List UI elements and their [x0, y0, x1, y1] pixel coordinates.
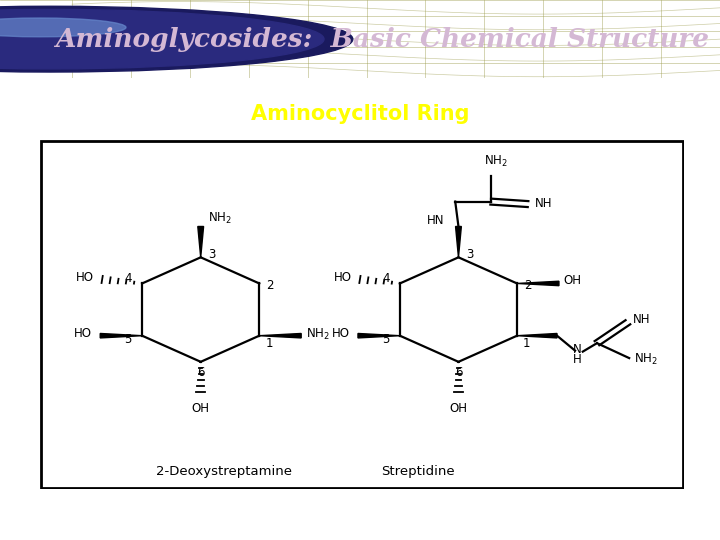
Text: NH$_2$: NH$_2$ — [484, 154, 508, 169]
Text: 2: 2 — [266, 279, 274, 293]
Text: HO: HO — [333, 271, 351, 284]
Text: 2-Deoxystreptamine: 2-Deoxystreptamine — [156, 465, 292, 478]
Text: NH$_2$: NH$_2$ — [208, 211, 233, 226]
Text: NH: NH — [534, 197, 552, 210]
Polygon shape — [100, 334, 142, 338]
Text: HO: HO — [74, 327, 92, 340]
Text: NH$_2$: NH$_2$ — [634, 352, 658, 367]
Polygon shape — [517, 281, 559, 286]
Text: H: H — [573, 353, 582, 366]
Polygon shape — [358, 334, 400, 338]
Text: OH: OH — [192, 402, 210, 415]
Text: 1: 1 — [523, 336, 531, 350]
Text: Streptidine: Streptidine — [381, 465, 455, 478]
Text: 6: 6 — [197, 366, 204, 379]
Text: OH: OH — [564, 274, 582, 287]
Text: HO: HO — [76, 271, 94, 284]
Circle shape — [0, 18, 126, 37]
Text: 3: 3 — [466, 248, 473, 261]
Text: 6: 6 — [455, 366, 462, 379]
Text: HN: HN — [427, 214, 444, 227]
Polygon shape — [198, 226, 204, 258]
Text: Aminocyclitol Ring: Aminocyclitol Ring — [251, 104, 469, 124]
Text: NH$_2$: NH$_2$ — [306, 327, 330, 342]
Text: 5: 5 — [382, 333, 390, 346]
Text: NH: NH — [633, 313, 651, 326]
Text: 4: 4 — [124, 272, 132, 285]
Text: OH: OH — [449, 402, 467, 415]
Text: 3: 3 — [208, 248, 215, 261]
Circle shape — [0, 9, 324, 69]
Text: HO: HO — [332, 327, 350, 340]
Polygon shape — [456, 226, 462, 258]
Polygon shape — [259, 334, 301, 338]
Text: 2: 2 — [524, 279, 532, 293]
Text: 5: 5 — [125, 333, 132, 346]
Text: 1: 1 — [265, 336, 273, 350]
Circle shape — [0, 6, 353, 72]
Text: Aminoglycosides:  Basic Chemical Structure: Aminoglycosides: Basic Chemical Structur… — [55, 26, 708, 52]
Polygon shape — [517, 334, 557, 338]
Text: 4: 4 — [382, 272, 390, 285]
Text: N: N — [573, 343, 582, 356]
